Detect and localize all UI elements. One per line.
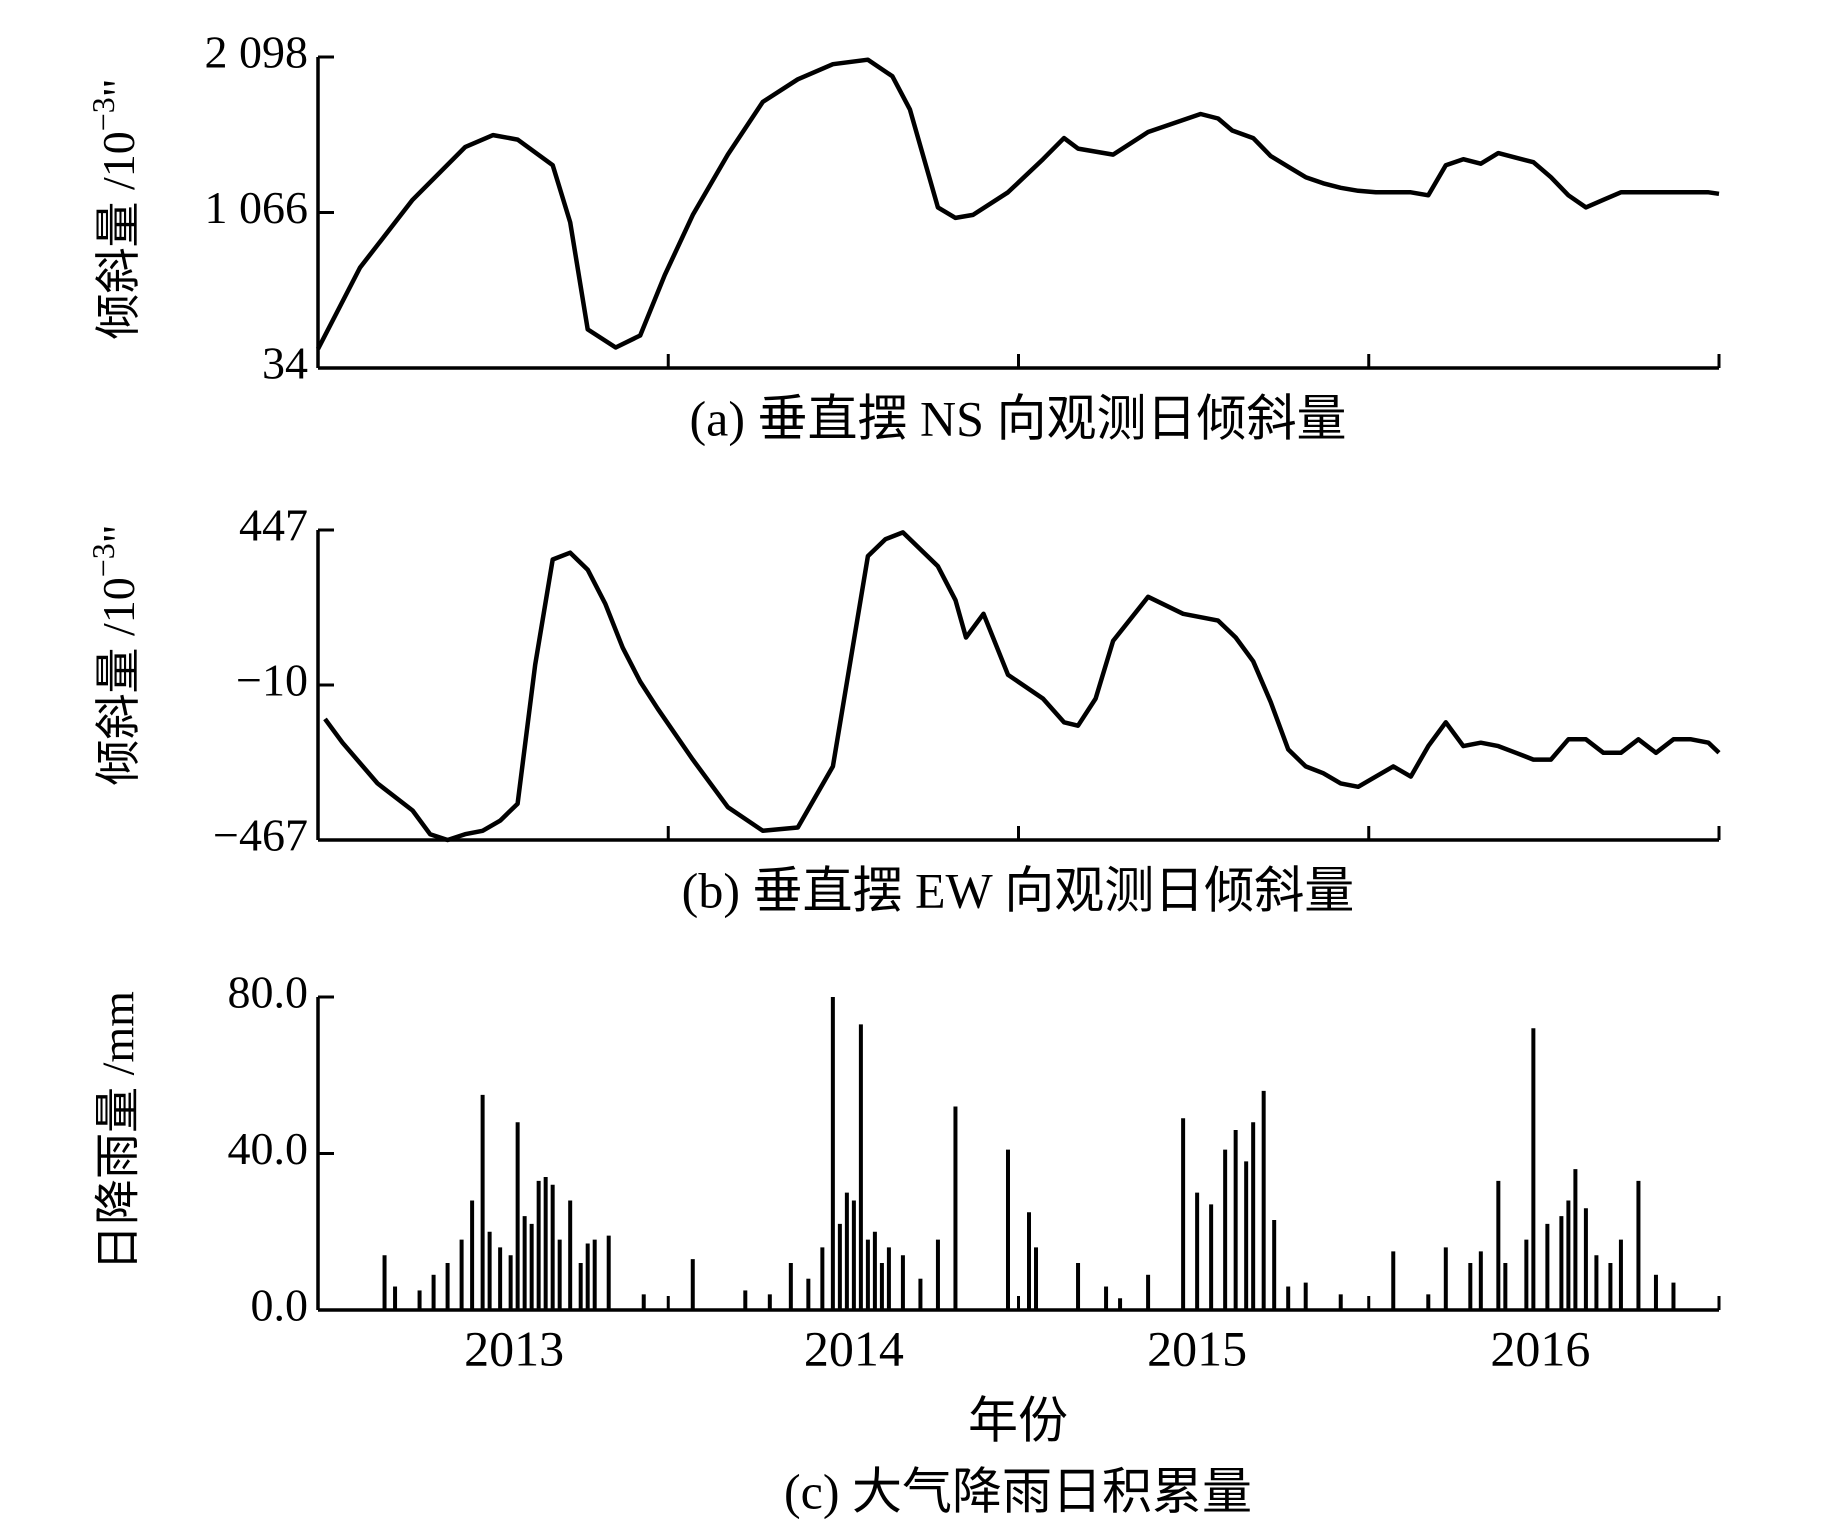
svg-text:倾斜量 /10−3": 倾斜量 /10−3" — [85, 524, 143, 785]
y-tick-label: 80.0 — [228, 967, 309, 1018]
x-tick-label: 2013 — [464, 1320, 564, 1376]
y-axis-label: 日降雨量 /mm — [93, 991, 144, 1271]
y-axis-label-text: 日降雨量 /mm — [93, 991, 144, 1271]
series-group — [316, 57, 1720, 351]
series-line — [316, 57, 1720, 351]
y-tick-label: 40.0 — [228, 1123, 309, 1174]
x-ticks — [316, 354, 1721, 368]
y-axis-unit-suffix: " — [93, 78, 144, 97]
y-ticks: 0.0 40.0 80.0 — [228, 967, 334, 1331]
y-axis-unit-exponent: −3 — [85, 97, 121, 131]
panel-caption: (a) 垂直摆 NS 向观测日倾斜量 — [690, 390, 1347, 446]
series-group — [323, 530, 1721, 843]
y-axis-label: 倾斜量 /10−3" — [85, 524, 143, 785]
svg-text:倾斜量 /10−3": 倾斜量 /10−3" — [85, 78, 143, 339]
y-tick-label: 34 — [262, 338, 308, 389]
y-tick-label: 1 066 — [205, 182, 309, 233]
series-line — [323, 530, 1721, 843]
y-tick-label: 2 098 — [205, 27, 309, 78]
y-axis-label-text: 倾斜量 /10 — [93, 577, 144, 785]
y-tick-label: −467 — [213, 810, 308, 861]
panel-c-rainfall: 日降雨量 /mm 0.0 40.0 80.0 2013 2014 2015 2016 年份… — [93, 967, 1721, 1519]
panel-caption: (c) 大气降雨日积累量 — [784, 1463, 1252, 1519]
panel-caption: (b) 垂直摆 EW 向观测日倾斜量 — [682, 862, 1355, 918]
x-axis-label: 年份 — [968, 1392, 1068, 1448]
x-tick-label: 2014 — [804, 1320, 904, 1376]
bars-group — [382, 997, 1676, 1310]
panel-a-ns-tilt: 倾斜量 /10−3" 34 1 066 2 098 (a) 垂直摆 NS 向观测日倾… — [85, 27, 1721, 446]
x-tick-label: 2015 — [1147, 1320, 1247, 1376]
x-ticks: 2013 2014 2015 2016 — [316, 1296, 1721, 1376]
y-axis-label: 倾斜量 /10−3" — [85, 78, 143, 339]
y-ticks: 34 1 066 2 098 — [205, 27, 334, 389]
panel-b-ew-tilt: 倾斜量 /10−3" −467 −10 447 (b) 垂直摆 EW 向观测日倾斜量 — [85, 500, 1721, 918]
y-tick-label: 447 — [239, 500, 308, 551]
y-axis-unit-exponent: −3 — [85, 543, 121, 577]
y-tick-label: 0.0 — [251, 1280, 309, 1331]
x-ticks — [316, 826, 1721, 840]
y-ticks: −467 −10 447 — [213, 500, 334, 861]
y-axis-label-text: 倾斜量 /10 — [93, 131, 144, 339]
x-tick-label: 2016 — [1490, 1320, 1590, 1376]
y-tick-label: −10 — [236, 655, 308, 706]
y-axis-unit-suffix: " — [93, 524, 144, 543]
